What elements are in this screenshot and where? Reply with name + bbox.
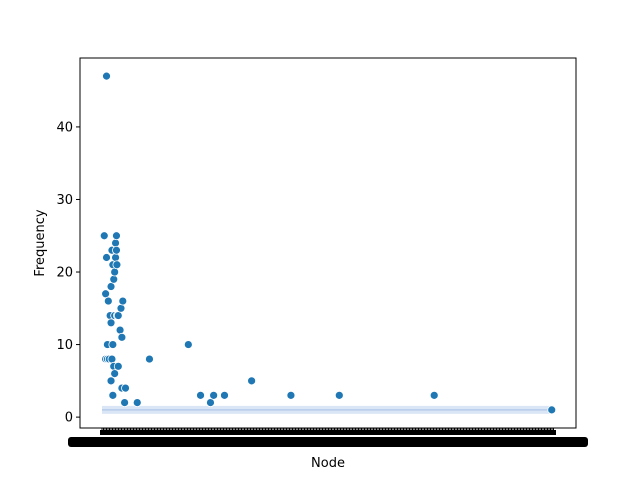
data-point (206, 398, 215, 408)
data-point (209, 390, 219, 400)
data-point (102, 71, 111, 81)
data-point (429, 390, 439, 400)
y-tick-label: 40 (56, 120, 73, 135)
data-point (102, 253, 111, 262)
data-point (120, 398, 129, 408)
data-point (103, 296, 113, 306)
data-point (121, 383, 130, 393)
data-point (196, 390, 205, 400)
data-point (286, 390, 296, 400)
data-point (107, 354, 117, 364)
data-point (106, 318, 116, 328)
data-point (183, 340, 193, 349)
data-point (547, 405, 557, 415)
data-point (115, 325, 125, 335)
data-point (111, 238, 120, 248)
y-axis-ticks: 0 10 20 30 40 (56, 120, 80, 426)
data-point (110, 369, 120, 378)
x-tick-mark-band (100, 430, 556, 435)
data-point (109, 274, 119, 284)
data-point (247, 376, 257, 386)
data-point (110, 267, 120, 277)
data-point (99, 231, 109, 241)
data-point (113, 311, 123, 320)
y-tick-label: 30 (56, 193, 73, 208)
data-point (112, 231, 121, 241)
data-point (117, 332, 127, 342)
data-point (112, 245, 121, 255)
points-layer (99, 71, 557, 415)
y-tick-label: 20 (56, 266, 73, 281)
y-tick-label: 10 (56, 338, 73, 353)
data-point (112, 260, 122, 270)
data-point (113, 361, 123, 371)
data-point (116, 303, 126, 313)
data-point (106, 376, 116, 386)
data-point (108, 340, 118, 349)
x-tick-label-band (68, 437, 588, 447)
confidence-band-layer (102, 405, 554, 414)
x-axis-label: Node (311, 456, 345, 471)
axes-frame (79, 57, 577, 429)
data-point (132, 398, 142, 408)
data-point (220, 390, 229, 400)
data-point (111, 253, 120, 262)
data-point (106, 282, 116, 291)
y-axis-label: Frequency (33, 209, 48, 276)
data-point (118, 296, 128, 306)
data-point (145, 354, 154, 364)
x-axis-ticks (68, 428, 588, 447)
data-point (334, 390, 344, 400)
y-tick-label: 0 (65, 411, 73, 426)
data-point (108, 390, 118, 400)
data-point (101, 289, 111, 299)
